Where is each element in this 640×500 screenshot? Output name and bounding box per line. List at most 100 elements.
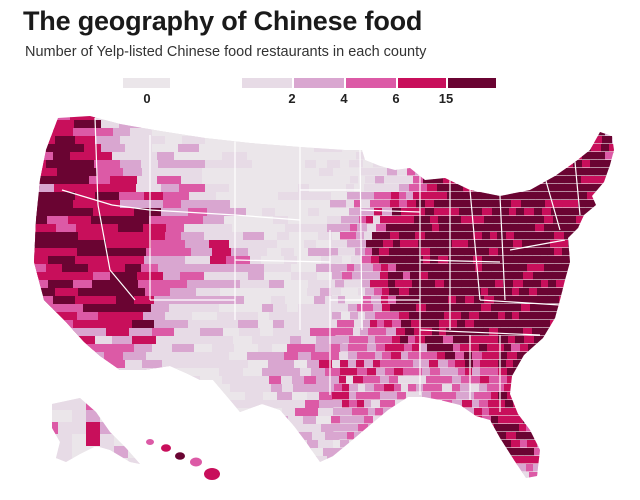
county-cell: [463, 184, 474, 192]
county-cell: [515, 416, 524, 424]
county-cell: [403, 176, 414, 184]
county-cell: [587, 192, 596, 200]
county-cell: [259, 216, 274, 227]
county-cell: [305, 400, 320, 411]
county-cell: [108, 472, 135, 478]
county-cell: [516, 116, 526, 120]
county-cell: [447, 320, 458, 328]
county-cell: [439, 440, 447, 448]
county-cell: [492, 256, 502, 264]
county-cell: [158, 472, 178, 478]
county-cell: [576, 272, 587, 280]
alaska-cell: [58, 434, 73, 447]
county-cell: [373, 160, 384, 168]
county-cell: [278, 192, 292, 203]
county-cell: [597, 152, 606, 160]
county-cell: [241, 120, 267, 141]
county-cell: [610, 448, 614, 456]
county-cell: [321, 424, 334, 435]
county-cell: [415, 168, 426, 176]
county-cell: [492, 352, 500, 360]
county-cell: [561, 464, 571, 472]
county-cell: [321, 128, 337, 139]
county-cell: [327, 176, 343, 187]
county-cell: [341, 152, 350, 160]
county-cell: [460, 120, 470, 128]
county-cell: [550, 424, 559, 432]
county-cell: [177, 480, 201, 497]
county-cell: [510, 256, 519, 264]
county-cell: [566, 320, 577, 328]
county-cell: [393, 176, 404, 184]
county-cell: [221, 472, 242, 478]
county-cell: [472, 304, 482, 312]
county-cell: [604, 352, 613, 360]
county-cell: [541, 376, 550, 384]
county-cell: [341, 216, 351, 224]
county-cell: [154, 392, 179, 407]
county-cell: [571, 280, 579, 288]
county-cell: [392, 320, 402, 328]
county-cell: [486, 240, 497, 248]
county-cell: [472, 144, 480, 152]
county-cell: [315, 216, 328, 227]
county-cell: [449, 448, 458, 456]
county-cell: [526, 424, 535, 432]
county-cell: [395, 344, 405, 352]
county-cell: [404, 344, 413, 352]
county-cell: [441, 208, 452, 216]
county-cell: [495, 160, 506, 168]
county-cell: [319, 384, 335, 395]
county-cell: [545, 408, 554, 416]
county-cell: [404, 480, 413, 487]
county-cell: [440, 232, 449, 240]
county-cell: [600, 256, 608, 264]
county-cell: [438, 248, 448, 256]
county-cell: [521, 456, 531, 464]
county-cell: [342, 144, 352, 152]
county-cell: [339, 480, 346, 487]
county-cell: [543, 136, 552, 144]
county-cell: [602, 320, 612, 328]
county-cell: [484, 116, 494, 120]
county-cell: [397, 168, 408, 176]
county-cell: [460, 384, 471, 392]
county-cell: [567, 424, 575, 432]
county-cell: [252, 448, 264, 459]
county-cell: [422, 368, 431, 376]
county-cell: [355, 464, 366, 472]
county-cell: [376, 424, 386, 432]
county-cell: [276, 116, 288, 123]
county-cell: [339, 352, 349, 360]
county-cell: [178, 464, 200, 478]
county-cell: [596, 464, 606, 472]
state-border: [479, 299, 561, 306]
county-cell: [575, 312, 585, 320]
county-cell: [584, 312, 594, 320]
county-cell: [56, 368, 81, 383]
county-cell: [414, 216, 422, 224]
county-cell: [499, 376, 508, 384]
county-cell: [494, 424, 503, 432]
county-cell: [611, 472, 614, 478]
county-cell: [527, 368, 535, 376]
county-cell: [610, 116, 614, 120]
county-cell: [480, 360, 489, 368]
county-cell: [542, 208, 552, 216]
county-cell: [456, 192, 464, 200]
county-cell: [522, 360, 531, 368]
county-cell: [351, 168, 361, 176]
county-cell: [576, 392, 584, 400]
county-cell: [349, 456, 359, 464]
county-cell: [34, 328, 55, 344]
state-border: [61, 189, 113, 206]
county-cell: [394, 440, 402, 448]
county-cell: [280, 456, 294, 467]
county-cell: [356, 116, 364, 120]
county-cell: [495, 120, 506, 128]
county-cell: [304, 192, 317, 203]
county-cell: [459, 208, 467, 216]
county-cell: [454, 472, 462, 478]
county-cell: [372, 248, 380, 256]
county-cell: [484, 456, 492, 464]
